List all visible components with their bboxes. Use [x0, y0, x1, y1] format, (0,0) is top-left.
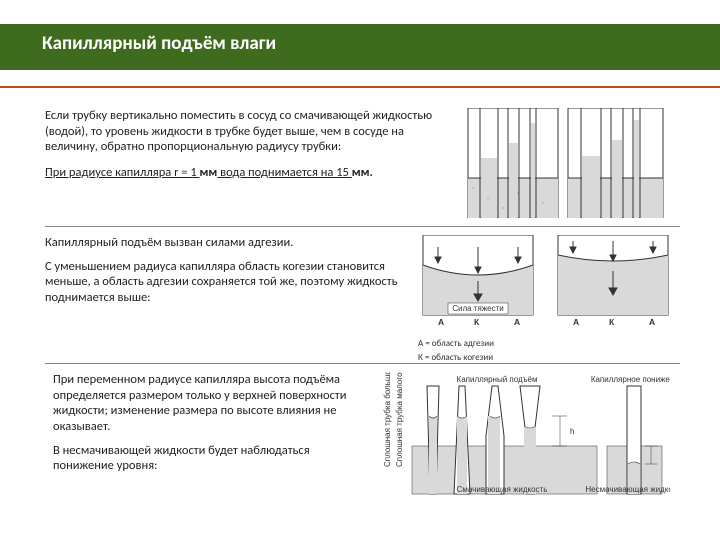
svg-text:А: А [573, 317, 579, 327]
row-2: Капиллярный подъём вызван силами адгезии… [45, 235, 680, 355]
para-example: При радиусе капилляра r = 1 мм вода подн… [45, 165, 440, 181]
svg-text:Несмачивающая жидкость: Несмачивающая жидкость [585, 485, 670, 494]
para-cohesion: С уменьшением радиуса капилляра область … [45, 259, 400, 306]
separator-1 [45, 226, 680, 227]
svg-text:Капиллярное понижение: Капиллярное понижение [591, 375, 670, 384]
legend-a: А = область адгезии [418, 338, 670, 349]
svg-text:Капиллярный подъём: Капиллярный подъём [457, 375, 538, 384]
svg-text:А: А [438, 317, 444, 327]
svg-text:А: А [514, 317, 520, 327]
separator-2 [45, 363, 680, 364]
para-intro: Если трубку вертикально поместить в сосу… [45, 108, 440, 155]
svg-text:Сила тяжести: Сила тяжести [452, 304, 504, 313]
figure-variable-tubes: Капиллярный подъём Капиллярное понижение… [382, 372, 670, 497]
svg-text:К: К [474, 317, 480, 327]
figure-adhesion-cohesion: Сила тяжести А К А А [418, 235, 670, 355]
svg-text:h: h [570, 427, 574, 436]
row-1: Если трубку вертикально поместить в сосу… [45, 108, 680, 218]
svg-text:А: А [649, 317, 655, 327]
para-adhesion: Капиллярный подъём вызван силами адгезии… [45, 235, 400, 251]
svg-text:Сплошная трубка малого радиуса: Сплошная трубка малого радиуса [395, 372, 404, 467]
svg-text:Смачивающая жидкость: Смачивающая жидкость [457, 485, 548, 494]
content-area: Если трубку вертикально поместить в сосу… [45, 108, 680, 497]
row-3: При переменном радиусе капилляра высота … [45, 372, 680, 497]
slide-title: Капиллярный подъём влаги [42, 32, 276, 55]
svg-text:Сплошная трубка большого радиу: Сплошная трубка большого радиуса [383, 372, 392, 467]
accent-rule [0, 86, 720, 88]
svg-text:К: К [609, 317, 615, 327]
figure-tubes-rise [458, 108, 668, 218]
legend-k: К = область когезии [418, 352, 670, 363]
para-nonwetting: В несмачивающей жидкости будет наблюдать… [53, 443, 370, 474]
para-variable-radius: При переменном радиусе капилляра высота … [53, 372, 370, 435]
